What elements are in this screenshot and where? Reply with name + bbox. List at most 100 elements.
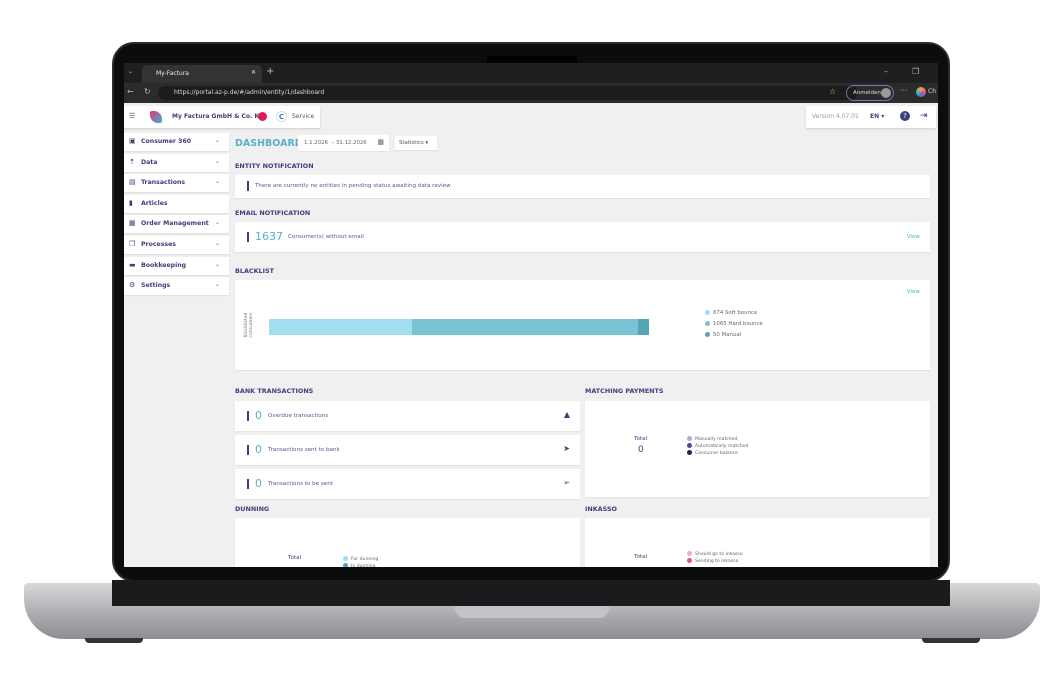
close-tab-icon[interactable]: ✕ (250, 69, 256, 76)
bank-transaction-row: 0 Transactions to be sent ➢ (235, 469, 580, 499)
browser-tab-bar: ⌄ My-Factura ✕ + – ❐ (124, 63, 938, 83)
chevron-down-icon: ⌄ (214, 178, 220, 186)
bank-transaction-row: 0 Transactions sent to bank ➤ (235, 435, 580, 465)
legend-item: Consumer balance (687, 450, 748, 456)
legend-item: For dunning (343, 556, 378, 562)
email-view-link[interactable]: View (906, 234, 920, 240)
sidebar-item-bookkeeping[interactable]: ▬ Bookkeeping ⌄ (124, 256, 229, 275)
consumers-without-email-label: Consumer(s) without email (288, 234, 364, 240)
sidebar-item-consumer-360[interactable]: ▣ Consumer 360 ⌄ (124, 133, 229, 151)
legend-item: 674 Soft bounce (705, 310, 763, 316)
calendar-icon[interactable]: ▦ (377, 138, 384, 146)
blacklist-bar-segment[interactable] (638, 319, 649, 335)
entity-notification-heading: ENTITY NOTIFICATION (235, 162, 314, 170)
back-icon[interactable]: ← (127, 87, 134, 96)
legend-label: Consumer balance (695, 451, 738, 456)
transaction-label: Transactions sent to bank (268, 447, 340, 453)
sidebar-item-label: Processes (141, 241, 176, 248)
minimize-icon[interactable]: – (884, 67, 888, 76)
money-icon: ▤ (129, 178, 136, 187)
restore-icon[interactable]: ❐ (912, 67, 920, 76)
legend-item: 50 Manual (705, 332, 763, 338)
page-title: DASHBOARD (235, 138, 303, 149)
legend-swatch (705, 321, 710, 326)
id-card-icon: ▣ (129, 137, 136, 145)
reload-icon[interactable]: ↻ (144, 87, 151, 96)
chevron-down-icon: ⌄ (214, 137, 220, 144)
chevron-down-icon: ⌄ (214, 240, 220, 247)
total-label: Total (288, 555, 302, 561)
sidebar-item-label: Bookkeeping (141, 261, 187, 269)
legend-swatch (343, 556, 348, 561)
copy-icon: ❐ (129, 240, 136, 248)
upload-icon: ⇡ (129, 157, 135, 166)
help-icon[interactable]: ? (900, 111, 910, 121)
laptop-foot (922, 638, 980, 643)
laptop-foot (85, 638, 143, 643)
email-notification-heading: EMAIL NOTIFICATION (235, 209, 311, 217)
laptop-hinge (112, 580, 950, 606)
service-icon: C (276, 111, 287, 122)
legend-swatch (687, 443, 692, 448)
legend-item: Manually matched (687, 436, 748, 442)
copilot-label: Ch (928, 88, 936, 95)
bank-transactions-heading: BANK TRANSACTIONS (235, 387, 314, 395)
total-value: 0 (638, 445, 644, 455)
logout-icon[interactable]: ⇥ (920, 111, 928, 121)
accent-bar (247, 181, 249, 191)
accent-bar (247, 445, 249, 455)
sidebar-item-processes[interactable]: ❐ Processes ⌄ (124, 236, 229, 254)
new-tab-icon[interactable]: + (266, 66, 275, 77)
version-label: Version 4.07.01 (812, 113, 859, 120)
pending-send-icon: ➢ (563, 478, 570, 487)
transaction-label: Overdue transactions (268, 413, 329, 419)
chevron-down-icon: ⌄ (214, 157, 220, 165)
url-input[interactable]: https://portal.az-p.de/#/admin/entity/1/… (158, 86, 858, 100)
consumers-without-email-count: 1637 (255, 230, 283, 243)
browser-tab[interactable]: My-Factura ✕ (142, 65, 262, 83)
status-dot-icon (258, 112, 267, 121)
menu-toggle-icon[interactable]: ☰ (129, 112, 136, 120)
language-value: EN (870, 113, 880, 120)
legend-item: In dunning (343, 563, 378, 567)
sidebar-item-label: Transactions (141, 179, 186, 187)
sidebar-item-transactions[interactable]: ▤ Transactions ⌄ (124, 174, 229, 193)
receipt-icon: ▦ (129, 219, 136, 228)
legend-label: In dunning (351, 564, 376, 567)
entity-notification-text: There are currently no entities in pendi… (255, 183, 451, 189)
date-range-picker[interactable]: 1.1.2026 – 31.12.2026 ▦ (298, 135, 389, 151)
legend-swatch (687, 436, 692, 441)
sidebar-item-data[interactable]: ⇡ Data ⌄ (124, 153, 229, 172)
blacklist-view-link[interactable]: View (906, 289, 920, 295)
service-link[interactable]: Service (292, 113, 315, 120)
statistics-select[interactable]: Statistics ▾ (395, 136, 437, 150)
legend-swatch (705, 332, 710, 337)
legend-label: 1065 Hard bounce (713, 321, 763, 327)
blacklist-bar-segment[interactable] (269, 319, 413, 335)
legend-swatch (687, 551, 692, 556)
signin-label: Anmelden (853, 90, 881, 96)
signin-button[interactable]: Anmelden (846, 85, 894, 101)
sidebar-item-order-management[interactable]: ▦ Order Management ⌄ (124, 215, 229, 234)
company-name[interactable]: My Factura GmbH & Co. KG (172, 113, 264, 120)
legend-item: Automatically matched (687, 443, 748, 449)
chevron-down-icon: ⌄ (214, 260, 220, 268)
transaction-count: 0 (255, 443, 262, 456)
send-icon: ➤ (563, 444, 570, 453)
statistics-value: Statistics (399, 140, 424, 146)
address-bar-row: ← ↻ https://portal.az-p.de/#/admin/entit… (124, 83, 938, 103)
sidebar-item-settings[interactable]: ⚙ Settings ⌄ (124, 277, 229, 296)
language-select[interactable]: EN ▾ (870, 113, 885, 120)
inkasso-heading: INKASSO (585, 505, 617, 513)
inkasso-legend: Should go to inkasso Sending to inkasso (687, 551, 743, 565)
copilot-icon[interactable] (916, 87, 926, 97)
legend-swatch (687, 450, 692, 455)
tab-list-icon[interactable]: ⌄ (128, 68, 134, 75)
sidebar-item-articles[interactable]: ▮ Articles (124, 194, 229, 213)
favorites-icon[interactable]: ☆ (829, 87, 837, 96)
chevron-down-icon: ⌄ (214, 281, 220, 289)
more-icon[interactable]: ··· (900, 86, 908, 95)
legend-swatch (343, 563, 348, 567)
legend-label: For dunning (351, 557, 379, 562)
blacklist-bar-segment[interactable] (412, 319, 639, 335)
